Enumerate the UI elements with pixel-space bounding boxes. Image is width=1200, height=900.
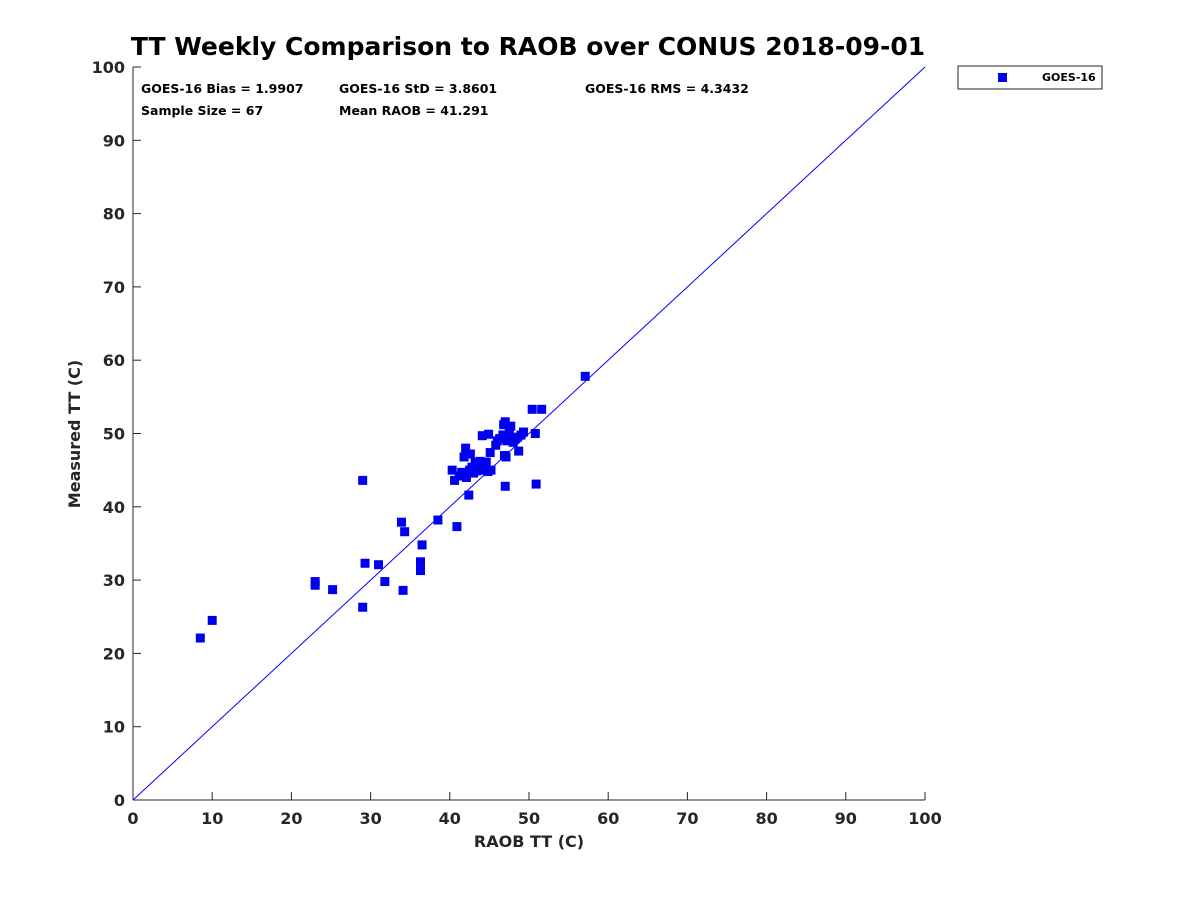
data-point [481,457,491,467]
data-point [518,427,528,437]
data-point [417,540,427,550]
legend-box [957,65,1103,90]
data-point [433,515,443,525]
x-tick-label: 30 [359,809,381,828]
data-point [358,602,368,612]
x-tick-label: 40 [439,809,461,828]
data-point [358,475,368,485]
y-tick-label: 80 [103,205,125,224]
x-tick-label: 90 [835,809,857,828]
data-point [459,452,469,462]
data-point [452,522,462,532]
data-point [415,557,425,567]
data-points [195,371,590,643]
data-point [485,448,495,458]
x-tick-label: 0 [127,809,138,828]
x-ticks: 0 10 20 30 40 50 60 70 80 90 100 [127,792,942,828]
stat-bias: GOES-16 Bias = 1.9907 [141,81,303,96]
data-point [477,431,487,441]
x-tick-label: 10 [201,809,223,828]
x-tick-label: 80 [755,809,777,828]
data-point [531,479,541,489]
data-point [415,566,425,576]
data-point [328,585,338,595]
stat-mean-raob: Mean RAOB = 41.291 [339,103,488,118]
data-point [504,429,514,438]
data-point [527,404,537,414]
data-point [514,446,524,456]
x-axis-label: RAOB TT (C) [474,832,584,851]
data-point [465,449,475,459]
y-tick-label: 100 [92,58,125,77]
y-tick-label: 90 [103,131,125,150]
data-point [498,430,508,440]
y-tick-label: 0 [114,791,125,810]
legend[interactable]: GOES-16 [957,65,1103,90]
x-tick-label: 70 [676,809,698,828]
y-ticks: 0 10 20 30 40 50 60 70 80 90 100 [92,58,141,810]
data-point [374,560,384,570]
data-point [530,429,540,438]
y-tick-label: 70 [103,278,125,297]
y-tick-label: 20 [103,644,125,663]
data-point [447,465,457,475]
y-tick-label: 60 [103,351,125,370]
x-tick-label: 20 [280,809,302,828]
data-point [207,615,217,625]
y-axis-label: Measured TT (C) [65,360,84,508]
y-tick-label: 10 [103,718,125,737]
x-tick-label: 100 [908,809,941,828]
data-point [500,417,510,427]
data-point [506,421,516,431]
data-point [580,371,590,381]
one-to-one-line [132,66,926,801]
data-point [450,475,460,485]
data-point [398,585,408,595]
stat-std: GOES-16 StD = 3.8601 [339,81,497,96]
data-point [537,404,547,414]
data-point [512,432,522,442]
data-point [396,517,406,527]
data-point [460,470,470,480]
data-point [464,490,474,500]
data-point [195,633,205,643]
data-point [461,443,471,453]
y-tick-label: 40 [103,498,125,517]
legend-marker-square [998,73,1007,82]
data-point [484,429,494,439]
data-point [360,558,370,568]
y-tick-label: 30 [103,571,125,590]
stat-rms: GOES-16 RMS = 4.3432 [585,81,749,96]
data-point [473,461,483,471]
x-tick-label: 50 [518,809,540,828]
data-point [310,577,320,587]
data-point [500,481,510,491]
data-point [502,436,512,446]
chart-title: TT Weekly Comparison to RAOB over CONUS … [131,32,925,61]
stat-sample-size: Sample Size = 67 [141,103,263,118]
data-point [492,436,502,446]
x-tick-label: 60 [597,809,619,828]
data-point [400,527,410,537]
data-point [501,452,511,462]
data-point [380,577,390,587]
legend-label: GOES-16 [1042,71,1096,84]
data-point [486,465,496,475]
y-tick-label: 50 [103,425,125,444]
